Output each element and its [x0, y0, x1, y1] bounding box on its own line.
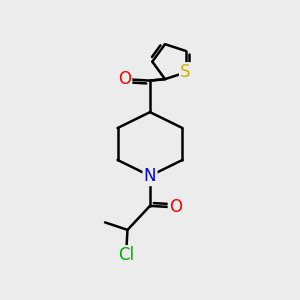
Text: N: N	[144, 167, 156, 185]
Text: Cl: Cl	[118, 246, 134, 264]
Text: O: O	[118, 70, 131, 88]
Text: O: O	[169, 198, 182, 216]
Text: S: S	[180, 64, 191, 82]
